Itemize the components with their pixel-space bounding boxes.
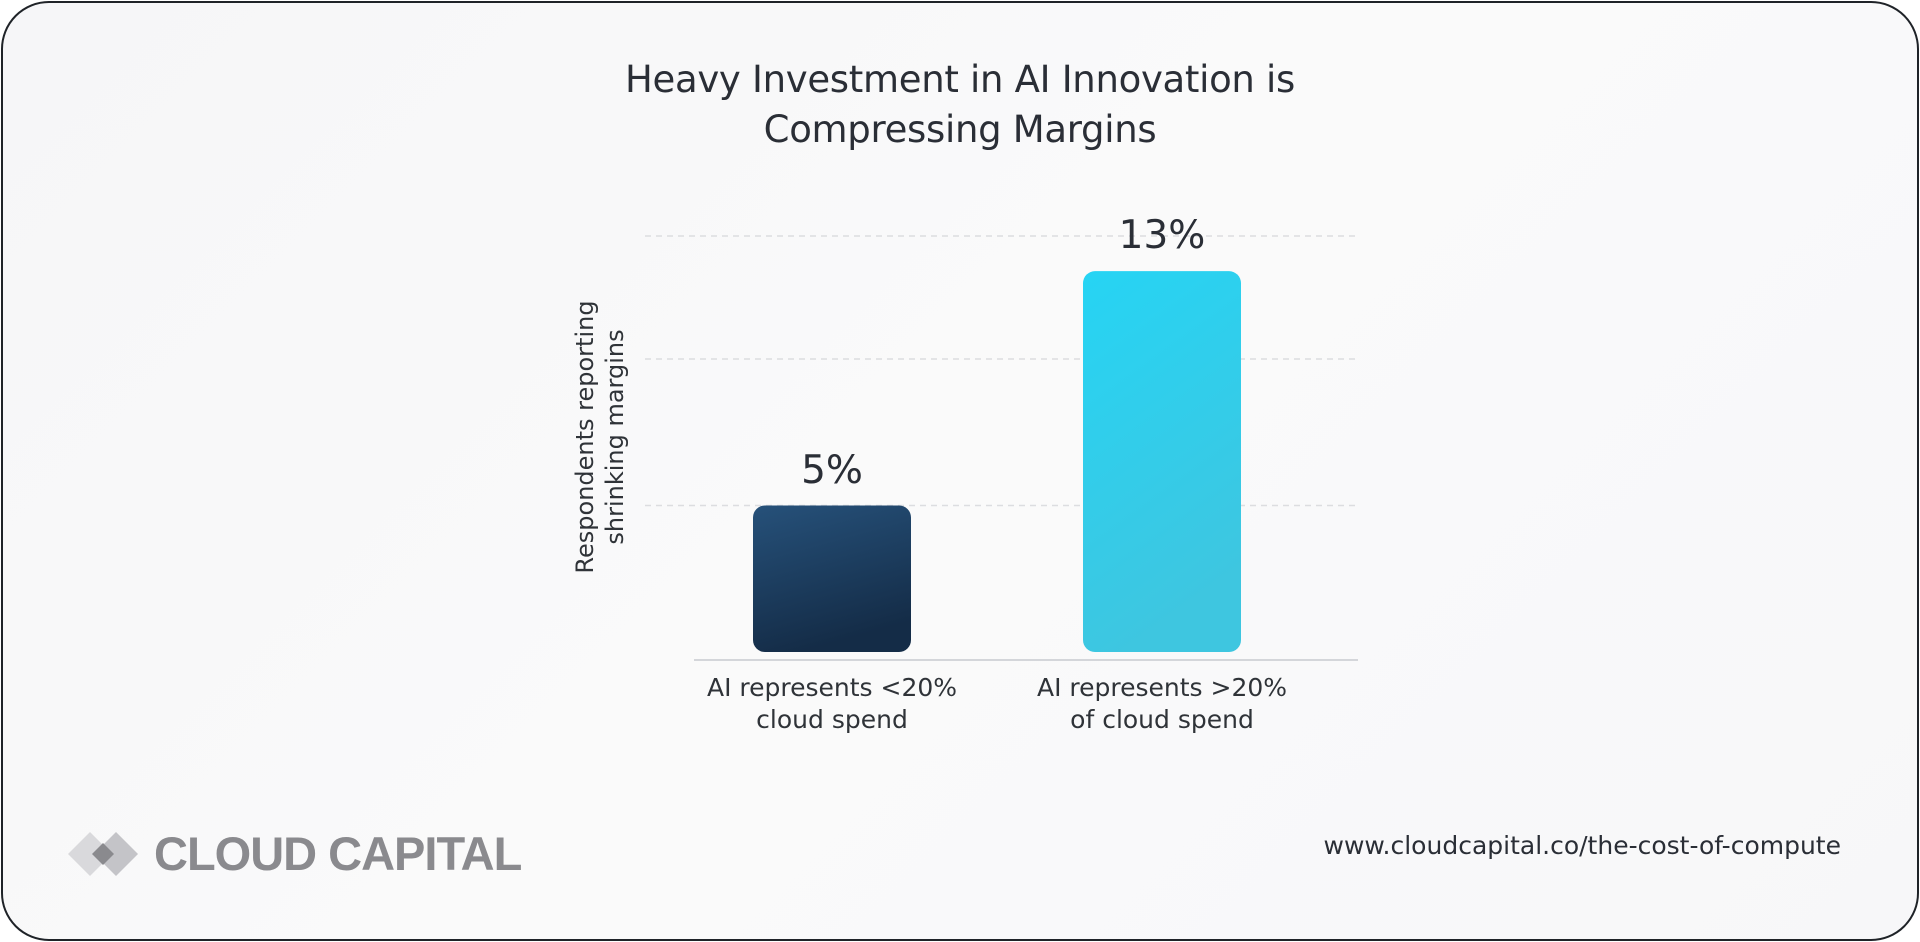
x-tick-label-0-line-2: cloud spend xyxy=(756,705,908,734)
diamond-logo-icon xyxy=(68,831,138,876)
brand-logo: CLOUD CAPITAL xyxy=(68,826,522,881)
data-label-1: 13% xyxy=(1118,213,1206,259)
x-tick-label-0: AI represents <20% cloud spend xyxy=(672,672,992,736)
x-tick-label-1-line-1: AI represents >20% xyxy=(1036,673,1288,702)
y-axis-label-line-2: shrinking margins xyxy=(601,329,629,545)
brand-name: CLOUD CAPITAL xyxy=(154,827,522,880)
chart-title: Heavy Investment in AI Innovation is Com… xyxy=(0,55,1920,155)
x-tick-label-1-line-2: of cloud spend xyxy=(1070,705,1254,734)
y-axis-label-line-1: Respondents reporting xyxy=(571,300,599,574)
bar-1 xyxy=(1083,271,1241,652)
chart-title-line-2: Compressing Margins xyxy=(763,108,1157,151)
data-label-0: 5% xyxy=(801,447,863,493)
y-axis-label: Respondents reporting shrinking margins xyxy=(570,277,630,597)
bars xyxy=(753,271,1241,652)
chart-title-line-1: Heavy Investment in AI Innovation is xyxy=(624,58,1296,101)
source-url: www.cloudcapital.co/the-cost-of-compute xyxy=(1323,831,1842,860)
bar-0 xyxy=(753,505,911,652)
x-tick-label-1: AI represents >20% of cloud spend xyxy=(1002,672,1322,736)
x-tick-label-0-line-1: AI represents <20% xyxy=(706,673,958,702)
